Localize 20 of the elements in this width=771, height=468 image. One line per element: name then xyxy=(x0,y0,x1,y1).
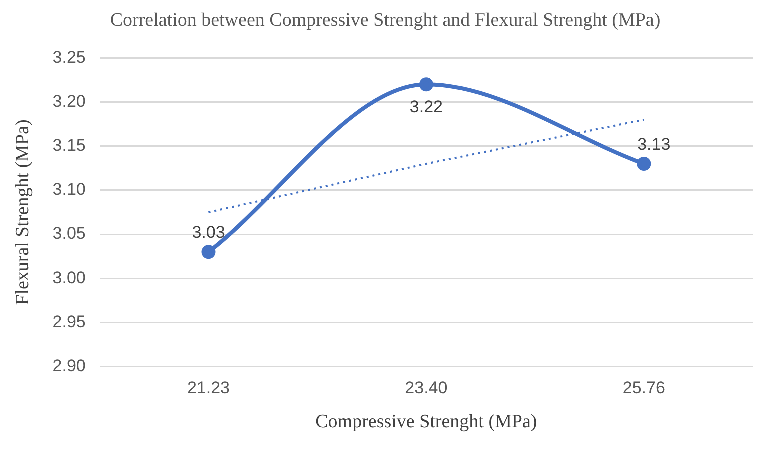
data-label: 3.03 xyxy=(192,223,226,242)
data-label: 3.13 xyxy=(638,135,671,154)
point xyxy=(637,157,652,172)
y-tick-label: 3.10 xyxy=(52,180,86,200)
data-label: 3.22 xyxy=(410,98,443,117)
y-axis-title: Flexural Strenght (MPa) xyxy=(12,120,34,306)
point xyxy=(419,78,434,92)
y-tick-label: 3.15 xyxy=(52,136,86,156)
y-tick-label: 2.95 xyxy=(52,312,86,332)
x-tick-label: 25.76 xyxy=(622,378,666,398)
y-tick-label: 3.05 xyxy=(52,224,86,244)
x-tick-label: 21.23 xyxy=(187,378,230,398)
chart-title: Correlation between Compressive Strenght and Flexural Strenght (MPa) xyxy=(109,9,662,33)
x-axis-title: Compressive Strenght (MPa) xyxy=(316,412,538,433)
y-tick-label: 3.20 xyxy=(52,92,86,111)
y-tick-label: 3.00 xyxy=(52,268,86,288)
point xyxy=(202,245,216,260)
y-tick-label: 3.25 xyxy=(52,48,86,67)
y-tick-label: 2.90 xyxy=(52,356,86,376)
x-tick-label: 23.40 xyxy=(405,378,448,398)
